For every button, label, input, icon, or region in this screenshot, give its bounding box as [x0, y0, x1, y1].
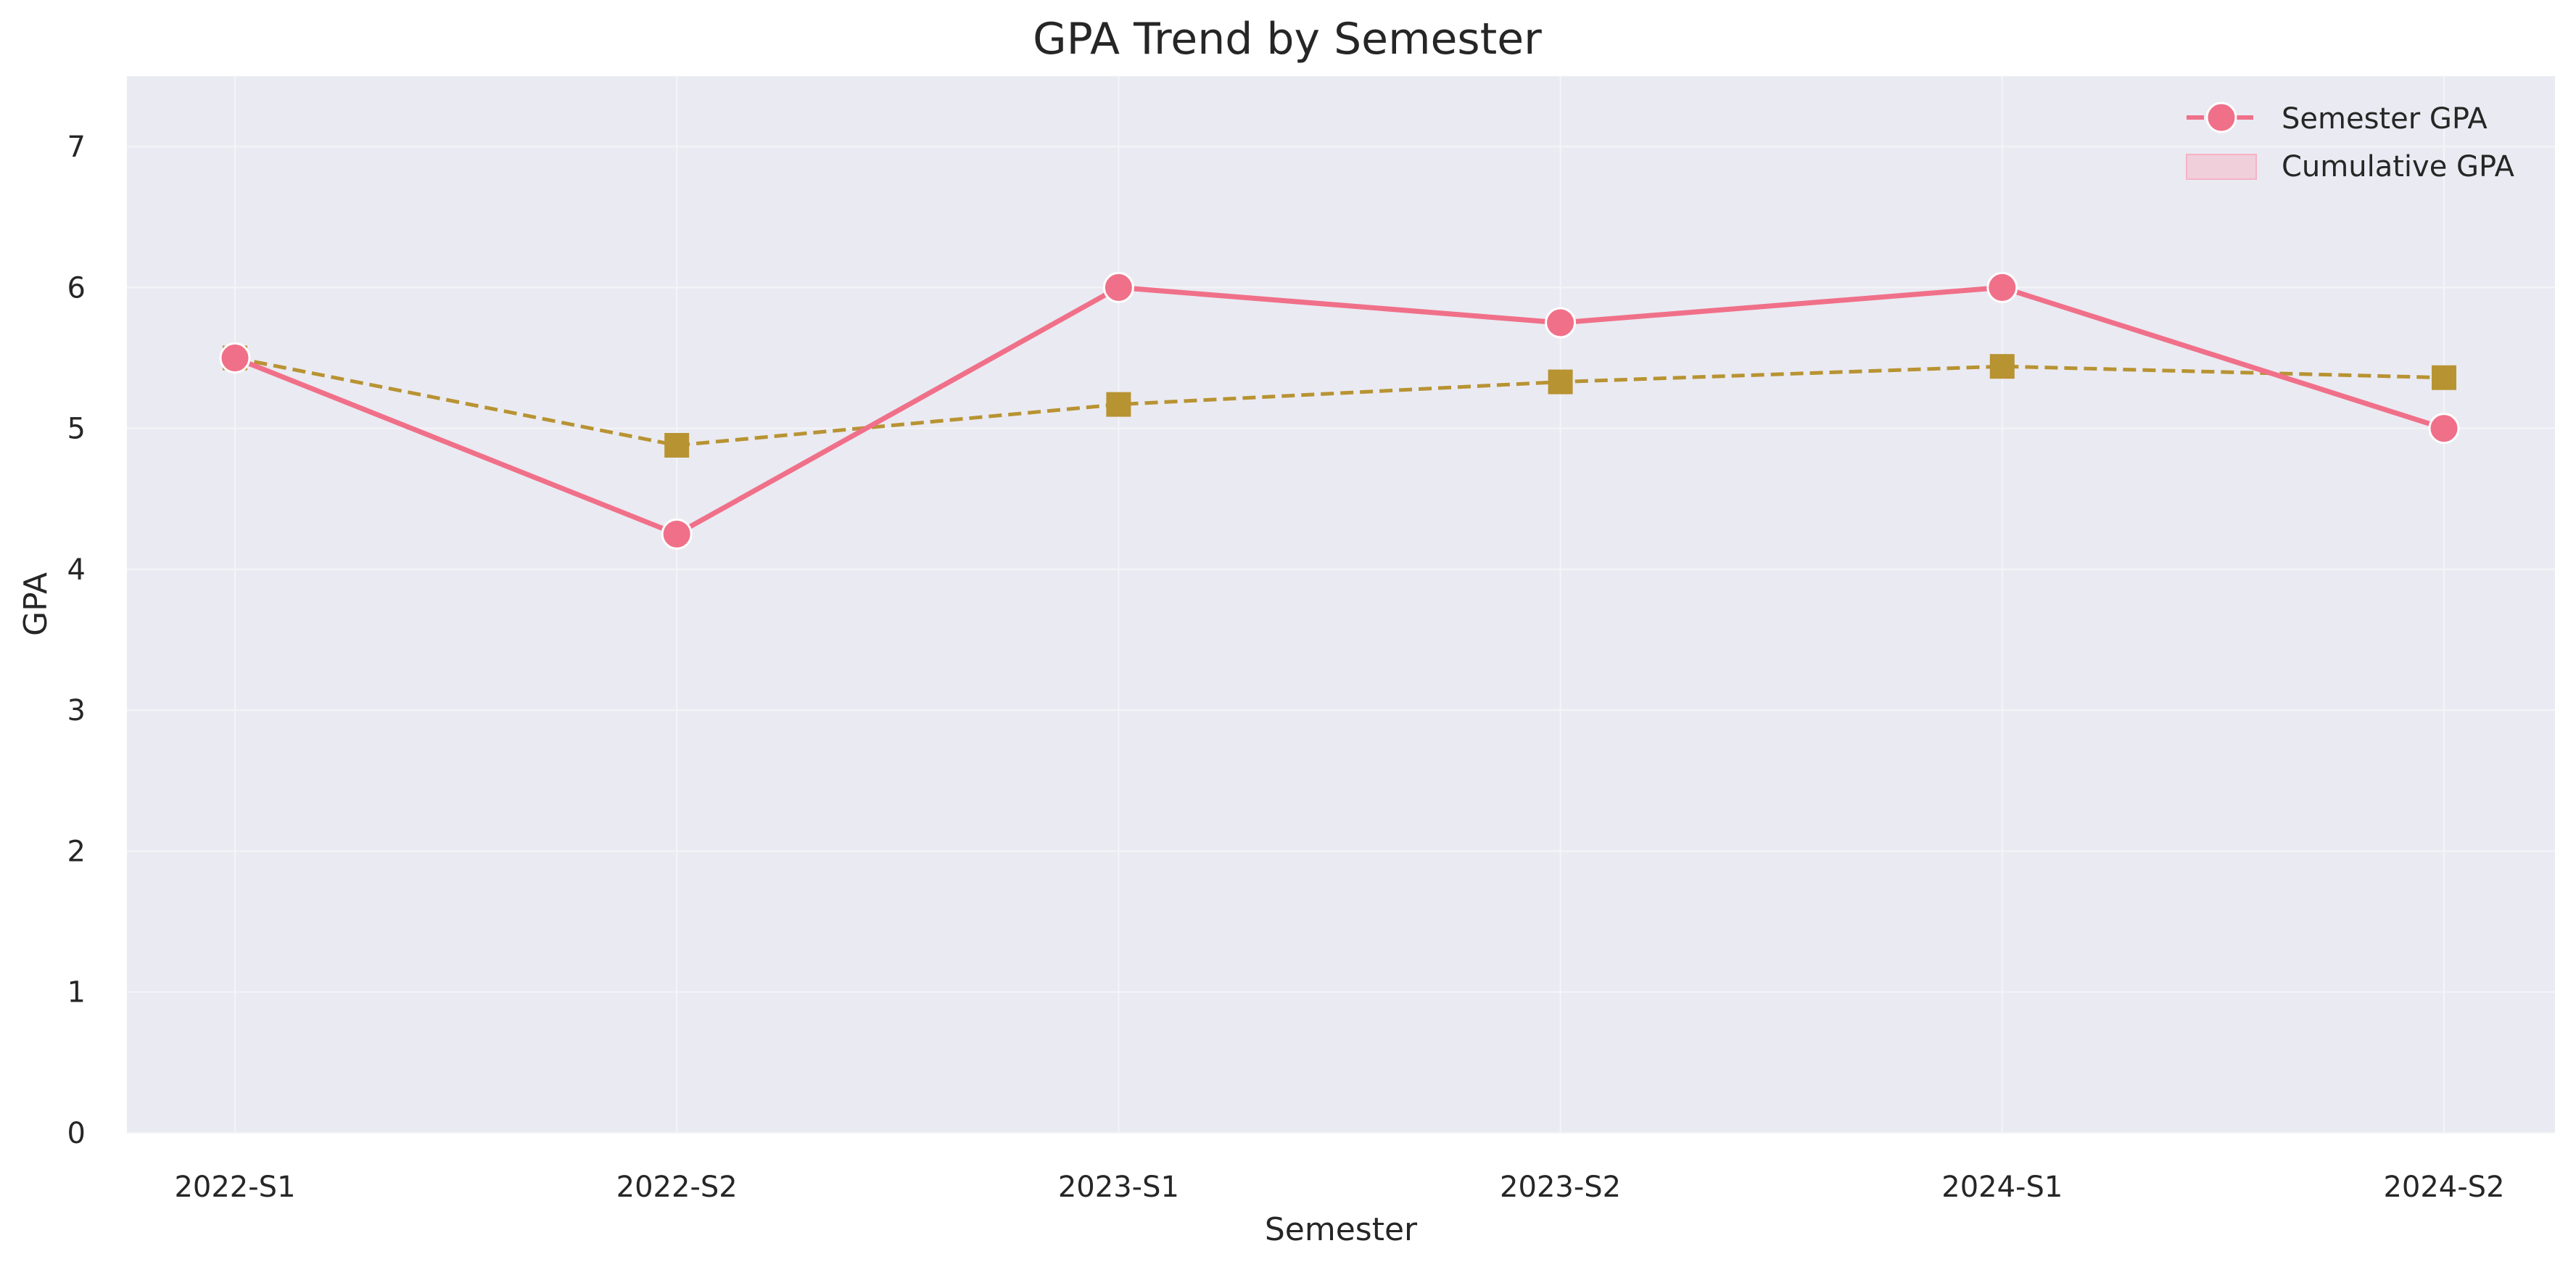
data-point-cumulative-gpa [1989, 354, 2015, 379]
legend: Semester GPA Cumulative GPA [2186, 102, 2515, 183]
series-line-semester-gpa [234, 284, 2445, 537]
y-tick-label: 3 [67, 694, 86, 727]
x-tick-label: 2024-S2 [2383, 1171, 2504, 1204]
data-point-cumulative-gpa [2432, 365, 2456, 390]
legend-semester-gpa-label: Semester GPA [2282, 102, 2488, 136]
y-tick-label: 1 [67, 976, 86, 1010]
x-tick-label: 2022-S2 [616, 1171, 738, 1204]
y-tick-label: 6 [67, 271, 86, 305]
y-tick-label: 0 [67, 1117, 86, 1150]
data-point-cumulative-gpa [1548, 369, 1573, 395]
y-tick-labels: 0 1 2 3 4 5 6 7 [67, 131, 86, 1150]
legend-item-cumulative-gpa: Cumulative GPA [2186, 150, 2515, 183]
data-point-semester-gpa [1102, 271, 1134, 303]
data-point-cumulative-gpa [664, 432, 690, 458]
y-tick-label: 2 [67, 835, 86, 868]
y-tick-label: 4 [67, 553, 86, 587]
series-line-cumulative-gpa [234, 356, 2445, 447]
y-axis-label: GPA [17, 572, 54, 636]
x-tick-label: 2024-S1 [1941, 1171, 2063, 1204]
series-layer [219, 271, 2460, 550]
data-point-semester-gpa [1986, 271, 2018, 303]
data-point-semester-gpa [1545, 307, 1577, 339]
chart-title: GPA Trend by Semester [1033, 14, 1542, 65]
x-tick-labels: 2022-S1 2022-S2 2023-S1 2023-S2 2024-S1 2024-… [174, 1171, 2504, 1204]
legend-cumulative-gpa-patch [2186, 154, 2257, 180]
data-point-semester-gpa [219, 342, 251, 374]
data-point-semester-gpa [2428, 413, 2460, 445]
x-tick-label: 2023-S2 [1500, 1171, 1621, 1204]
y-tick-label: 7 [67, 131, 86, 164]
x-axis-label: Semester [1265, 1211, 1418, 1248]
legend-semester-gpa-marker [2205, 102, 2237, 133]
grid-lines [127, 76, 2555, 1134]
plot-area [127, 76, 2555, 1133]
x-tick-label: 2023-S1 [1058, 1171, 1179, 1204]
legend-cumulative-gpa-label: Cumulative GPA [2282, 150, 2515, 183]
data-point-semester-gpa [661, 518, 693, 550]
x-tick-label: 2022-S1 [174, 1171, 295, 1204]
legend-item-semester-gpa: Semester GPA [2187, 102, 2488, 136]
data-point-cumulative-gpa [1106, 392, 1131, 417]
series-semester-gpa [219, 271, 2460, 550]
y-tick-label: 5 [67, 413, 86, 446]
